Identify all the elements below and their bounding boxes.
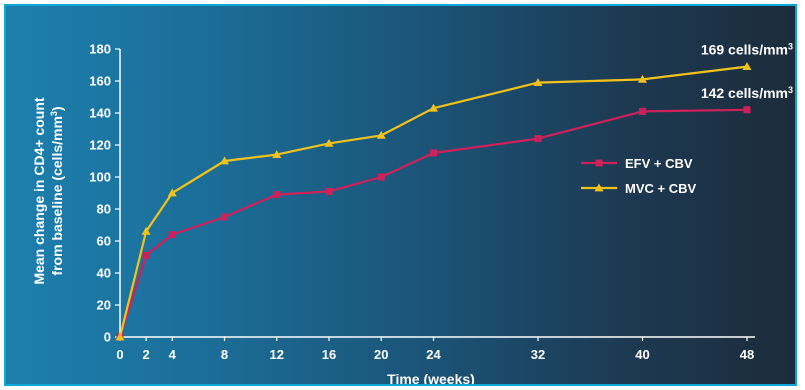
y-tick-label: 60 [97,234,111,249]
series-end-label: 169 cells/mm3 [701,42,793,58]
data-point-marker [168,231,176,239]
y-tick-label: 140 [89,106,111,121]
y-tick-label: 0 [104,330,111,345]
series-line [118,108,748,338]
chart-frame: Mean change in CD4+ count from baseline … [4,4,797,386]
y-tick-label: 40 [97,266,111,281]
data-point-marker [142,251,150,259]
data-point-marker [743,106,751,114]
x-tick-label: 16 [322,347,336,362]
data-point-marker [167,188,177,197]
y-tick-label: 120 [89,138,111,153]
data-point-marker [221,213,228,221]
series-layer [115,62,752,341]
data-point-marker [639,107,646,115]
series-mvc-cbv [115,62,752,341]
data-point-marker [220,156,229,165]
legend-item: EFV + CBV [581,156,693,171]
x-tick-label: 48 [740,347,754,362]
data-point-marker [325,187,333,195]
data-point-marker [273,191,281,199]
line-chart: Mean change in CD4+ count from baseline … [31,42,793,386]
x-tick-label: 40 [635,347,649,362]
legend-label: EFV + CBV [625,156,693,171]
end-labels: 142 cells/mm3 169 cells/mm3 [701,42,793,101]
data-point-marker [429,103,438,112]
data-point-marker [376,130,386,139]
y-tick-label: 100 [89,170,111,185]
y-tick-label: 20 [97,298,111,313]
legend-swatch-marker [594,183,604,192]
x-tick-label: 0 [116,347,123,362]
x-tick-label: 20 [374,347,388,362]
x-tick-label: 4 [169,347,177,362]
legend-swatch-marker [595,159,603,167]
data-point-marker [534,135,542,143]
data-point-marker [141,226,151,235]
y-axis-title-line1: Mean change in CD4+ count [31,97,47,284]
series-efv-cbv [116,106,751,341]
data-point-marker [272,150,282,158]
x-tick-label: 32 [531,347,545,362]
y-tick-label: 80 [97,202,111,217]
x-tick-label: 12 [270,347,284,362]
data-point-marker [377,173,385,181]
y-tick-labels: 0 20 40 60 80 100 120 140 160 180 [89,42,111,345]
x-tick-label: 8 [221,347,228,362]
x-axis-title: Time (weeks) [387,371,475,386]
x-tick-label: 2 [143,347,150,362]
data-point-marker [115,332,125,341]
legend: EFV + CBV MVC + CBV [581,156,696,196]
legend-item: MVC + CBV [581,181,696,196]
data-point-marker [742,62,752,70]
y-axis-title: Mean change in CD4+ count from baseline … [31,97,65,284]
legend-label: MVC + CBV [625,181,696,196]
y-tick-label: 160 [89,74,111,89]
series-end-label: 142 cells/mm3 [701,85,793,101]
y-tick-label: 180 [89,42,111,57]
data-point-marker [324,138,334,147]
data-point-marker [533,78,543,86]
y-axis-title-line2: from baseline (cells/mm3) [49,106,65,275]
data-point-marker [638,74,647,83]
x-tick-labels: 0 2 4 8 12 16 20 24 32 40 48 [116,347,754,362]
data-point-marker [430,149,437,157]
x-tick-label: 24 [426,347,441,362]
